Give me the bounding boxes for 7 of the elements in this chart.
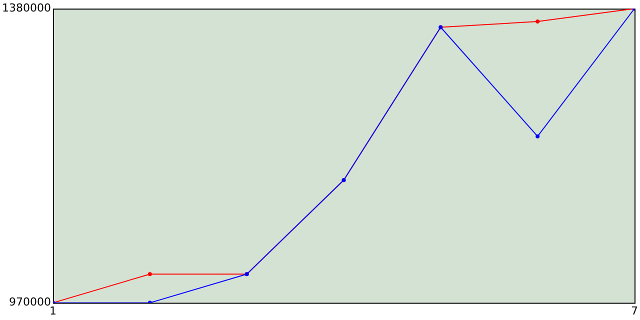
- y-tick-label: 970000: [8, 296, 51, 309]
- y-tick-label: 1380000: [2, 1, 51, 14]
- point: [536, 20, 540, 24]
- x-tick-label: 7: [631, 304, 638, 318]
- point: [536, 134, 540, 138]
- point: [148, 272, 152, 276]
- x-tick-label: 1: [49, 304, 56, 318]
